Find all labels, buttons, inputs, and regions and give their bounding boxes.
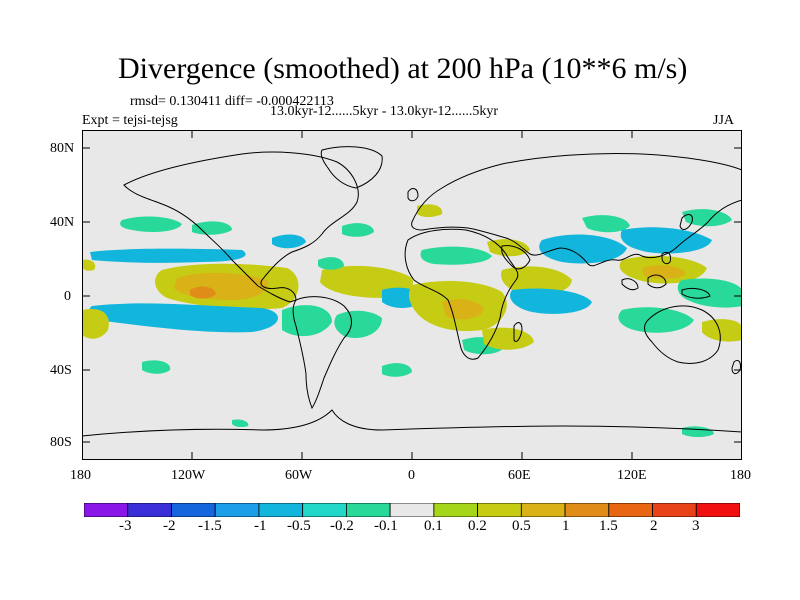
fill-south-atlantic-small (382, 363, 412, 377)
coast-british-isles (407, 188, 419, 202)
colorbar-label-7: -0.1 (374, 518, 398, 534)
fill-west-pacific-small (82, 259, 96, 271)
fill-south-pacific-small-green (142, 360, 171, 374)
colorbar-label-1: -3 (119, 518, 132, 534)
fill-west-pacific-green (677, 278, 742, 308)
divergence-map (82, 130, 742, 460)
colorbar-label-4: -1 (254, 518, 267, 534)
fill-west-pacific-blue (620, 227, 712, 254)
fill-northwest-pacific-green (682, 209, 732, 227)
divergence-fills (82, 204, 742, 437)
colorbar (84, 503, 740, 517)
colorbar-label-13: 2 (650, 518, 658, 534)
colorbar-label-12: 1.5 (599, 518, 618, 534)
experiment-text: Expt = tejsi-tejsg (82, 113, 178, 128)
y-tick-label-40n: 40N (50, 215, 75, 230)
colorbar-swatch-13 (608, 503, 653, 517)
period-text: 13.0kyr-12......5kyr - 13.0kyr-12......5… (270, 104, 499, 119)
colorbar-swatch-5 (258, 503, 304, 517)
colorbar-swatch-2 (127, 503, 172, 517)
stats-text: rmsd= 0.130411 diff= -0.000422113 (130, 94, 334, 109)
coast-madagascar (513, 322, 523, 343)
colorbar-swatch-7 (345, 503, 391, 517)
coast-africa (404, 228, 519, 360)
axis-ticks (82, 130, 742, 460)
x-tick-label-60w: 60W (285, 468, 313, 483)
coast-sumatra (621, 278, 639, 291)
fill-south-atlantic-green (334, 310, 382, 338)
x-tick-label-180-left: 180 (70, 468, 91, 483)
colorbar-label-10: 0.5 (512, 518, 531, 534)
fill-indian-monsoon-blue (539, 234, 627, 264)
fill-central-pacific-green (192, 221, 232, 235)
coast-north-america (123, 151, 359, 303)
coast-australia (644, 305, 721, 364)
fill-north-atlantic-green (342, 223, 374, 237)
coast-philippines (661, 251, 671, 265)
coast-new-guinea (681, 287, 711, 299)
colorbar-swatch-14 (652, 503, 697, 517)
colorbar-swatch-6 (302, 503, 347, 517)
x-tick-label-0: 0 (408, 468, 415, 483)
fill-indian-ocean-blue (510, 288, 592, 314)
colorbar-swatch-11 (520, 503, 566, 517)
coastlines (82, 146, 742, 437)
y-tick-label-0: 0 (64, 289, 71, 304)
colorbar-swatch-9 (433, 503, 478, 517)
colorbar-swatch-4 (214, 503, 260, 517)
fill-europe-yellow (417, 204, 443, 217)
colorbar-label-9: 0.2 (468, 518, 487, 534)
colorbar-label-3: -1.5 (198, 518, 222, 534)
fill-amazon-green (282, 305, 332, 337)
fill-pacific-negative (88, 303, 279, 333)
colorbar-label-6: -0.2 (330, 518, 354, 534)
fill-south-pacific-positive (82, 308, 109, 339)
season-text: JJA (713, 113, 735, 128)
x-tick-label-120e: 120E (617, 468, 647, 483)
y-tick-label-80s: 80S (50, 435, 72, 450)
fill-sahel-green (420, 246, 492, 265)
coast-south-america (292, 296, 352, 410)
fill-gulf-blue (272, 234, 306, 249)
coast-antarctica (82, 409, 742, 437)
fill-east-africa-yellow (501, 266, 572, 296)
y-tick-label-80n: 80N (50, 141, 75, 156)
coast-greenland (320, 146, 383, 189)
coast-eurasia (411, 152, 742, 267)
x-tick-label-180-right: 180 (730, 468, 751, 483)
fill-north-pacific-green (120, 216, 182, 232)
colorbar-label-14: 3 (692, 518, 700, 534)
colorbar-label-2: -2 (163, 518, 176, 534)
fill-east-pacific-max (190, 286, 216, 299)
colorbar-swatch-1 (84, 503, 129, 517)
fill-bay-green (582, 215, 630, 233)
coast-japan (679, 214, 693, 230)
y-tick-label-40s: 40S (50, 363, 72, 378)
x-tick-label-120w: 120W (171, 468, 206, 483)
colorbar-swatch-8 (389, 503, 435, 517)
colorbar-label-5: -0.5 (287, 518, 311, 534)
fill-pacific-north-negative (90, 248, 246, 263)
colorbar-swatch-10 (477, 503, 522, 517)
fill-caribbean-green (318, 257, 344, 270)
fill-australia-green (618, 307, 694, 333)
coast-borneo (647, 274, 667, 289)
colorbar-swatch-12 (564, 503, 610, 517)
colorbar-label-11: 1 (562, 518, 570, 534)
colorbar-swatch-3 (171, 503, 216, 517)
coast-arabia (501, 245, 531, 270)
chart-title: Divergence (smoothed) at 200 hPa (10**6 … (118, 52, 688, 85)
fill-south-pacific-yellow (702, 319, 742, 342)
colorbar-swatch-15 (695, 503, 740, 517)
colorbar-label-8: 0.1 (424, 518, 443, 534)
fill-southern-ocean-small (232, 419, 249, 428)
x-tick-label-60e: 60E (508, 468, 531, 483)
fill-mideast-yellow (487, 239, 530, 257)
